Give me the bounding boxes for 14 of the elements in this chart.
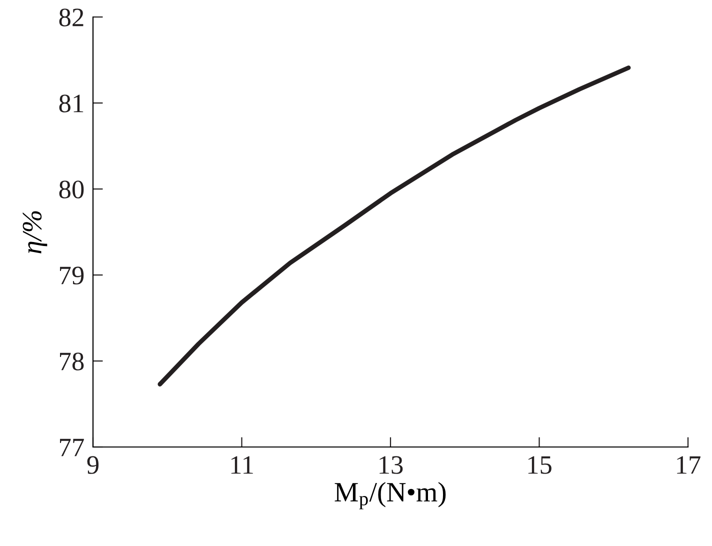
y-tick-label: 78 xyxy=(60,352,84,370)
x-tick-label: 9 xyxy=(87,456,99,474)
x-tick-label: 15 xyxy=(528,456,552,474)
x-tick-label: 17 xyxy=(677,456,700,474)
y-tick-label: 82 xyxy=(59,8,84,26)
y-tick-label: 80 xyxy=(59,180,84,198)
x-tick-label: 11 xyxy=(231,456,253,474)
y-tick-label: 77 xyxy=(60,438,84,456)
x-axis-title: M$_{p}$/(N•m) xyxy=(334,482,446,510)
y-tick-label: 81 xyxy=(59,94,84,112)
y-tick-label: 79 xyxy=(60,266,84,284)
y-axis-title: η/% xyxy=(22,211,48,254)
line-series xyxy=(158,66,631,386)
x-tick-label: 13 xyxy=(380,456,403,474)
